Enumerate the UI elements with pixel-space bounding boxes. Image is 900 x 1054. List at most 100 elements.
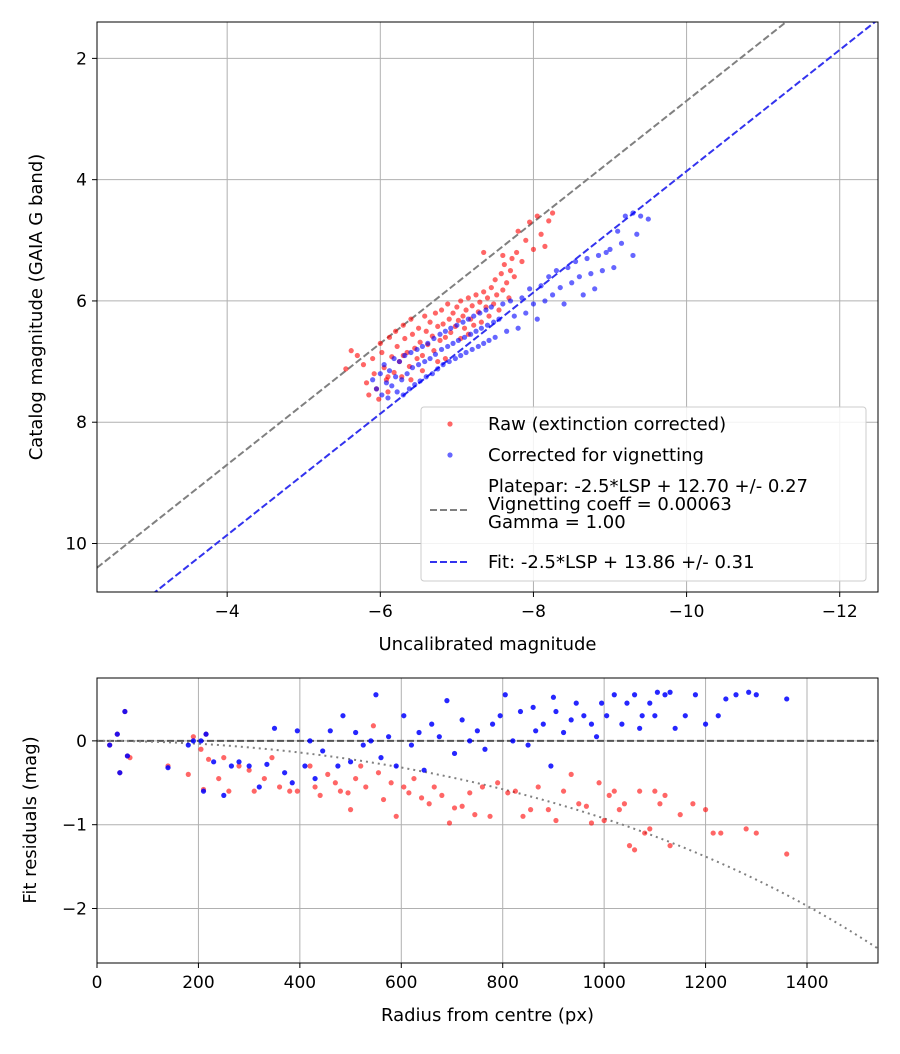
raw-residual-point	[606, 792, 612, 798]
raw-residual-point	[710, 830, 716, 836]
corrected-residual-point	[386, 734, 392, 740]
corrected-residual-point	[117, 770, 123, 776]
raw-point	[534, 213, 540, 219]
raw-point	[501, 261, 507, 268]
raw-point	[417, 339, 423, 345]
raw-point	[408, 377, 414, 383]
corrected-point	[481, 340, 487, 346]
raw-residual-point	[325, 771, 331, 777]
corrected-point	[595, 252, 602, 259]
raw-point	[432, 310, 439, 316]
raw-residual-point	[690, 801, 696, 807]
raw-residual-point	[287, 788, 293, 794]
corrected-point	[530, 301, 537, 307]
raw-point	[454, 304, 460, 310]
raw-residual-point	[190, 734, 196, 740]
top-y-tick-label: 8	[76, 413, 87, 433]
raw-residual-point	[472, 812, 478, 818]
corrected-point	[486, 337, 492, 343]
raw-residual-point	[601, 817, 607, 824]
corrected-residual-point	[662, 692, 668, 698]
raw-point	[527, 219, 533, 225]
corrected-residual-point	[353, 729, 359, 736]
raw-point	[494, 292, 500, 298]
raw-residual-point	[446, 820, 453, 826]
corrected-point	[492, 334, 498, 340]
corrected-residual-point	[746, 689, 752, 695]
corrected-residual-point	[540, 721, 546, 727]
corrected-residual-point	[489, 721, 496, 727]
raw-residual-point	[637, 788, 643, 794]
raw-point	[460, 313, 466, 319]
raw-point	[488, 284, 494, 291]
corrected-point	[385, 395, 391, 401]
corrected-residual-point	[459, 717, 465, 723]
raw-point	[385, 374, 391, 380]
corrected-residual-point	[672, 725, 678, 731]
corrected-residual-point	[482, 746, 488, 752]
corrected-point	[440, 362, 446, 368]
raw-point	[419, 368, 426, 374]
corrected-residual-point	[784, 696, 790, 702]
top-x-tick-label: −6	[368, 602, 393, 622]
corrected-point	[435, 366, 441, 372]
corrected-point	[404, 371, 410, 377]
bottom-x-tick-label: 400	[284, 973, 316, 993]
raw-residual-point	[702, 807, 709, 813]
bottom-x-axis-label: Radius from centre (px)	[381, 1005, 594, 1026]
corrected-residual-point	[510, 738, 516, 744]
raw-point	[549, 210, 556, 216]
raw-point	[391, 369, 397, 376]
corrected-point	[446, 358, 452, 365]
corrected-residual-point	[114, 731, 120, 737]
raw-point	[402, 335, 408, 342]
corrected-point	[630, 252, 636, 259]
raw-residual-point	[520, 813, 526, 819]
raw-residual-point	[375, 770, 382, 776]
bottom-points	[107, 689, 790, 857]
corrected-point	[618, 240, 625, 246]
corrected-point	[414, 346, 420, 353]
raw-residual-point	[236, 763, 242, 769]
raw-residual-point	[294, 788, 300, 794]
raw-residual-point	[401, 784, 407, 790]
raw-residual-point	[363, 784, 369, 790]
corrected-residual-point	[624, 700, 630, 706]
raw-residual-point	[718, 830, 724, 836]
corrected-residual-point	[221, 792, 227, 798]
platepar-line	[97, 22, 788, 569]
corrected-point	[580, 292, 586, 298]
corrected-residual-point	[373, 692, 379, 698]
raw-point	[519, 258, 525, 265]
raw-point	[440, 321, 446, 327]
raw-residual-point	[439, 792, 445, 798]
corrected-point	[422, 358, 428, 365]
corrected-point	[425, 340, 431, 346]
corrected-residual-point	[246, 763, 252, 769]
corrected-point	[465, 316, 471, 322]
raw-residual-point	[621, 801, 628, 807]
corrected-residual-point	[256, 784, 262, 790]
raw-residual-point	[261, 775, 267, 782]
raw-point	[523, 237, 529, 243]
corrected-residual-point	[715, 713, 721, 719]
raw-residual-point	[784, 851, 790, 857]
bottom-ticks: 0 200 400 600 800 1000 1200 1400 −2 −1 0	[62, 732, 829, 993]
raw-point	[455, 317, 462, 323]
raw-residual-point	[216, 775, 222, 782]
raw-point	[442, 334, 448, 340]
top-x-tick-label: −8	[521, 602, 546, 622]
corrected-point	[379, 392, 385, 398]
raw-point	[366, 392, 372, 398]
raw-residual-point	[652, 788, 658, 794]
raw-point	[498, 271, 504, 277]
top-x-tick-label: −10	[669, 602, 705, 622]
raw-residual-point	[345, 790, 351, 796]
corrected-point	[515, 325, 521, 331]
legend-label-platepar: Platepar: -2.5*LSP + 12.70 +/- 0.27 Vigne…	[488, 476, 808, 533]
corrected-residual-point	[124, 753, 131, 759]
raw-residual-point	[358, 763, 364, 769]
raw-residual-point	[479, 784, 486, 790]
legend-marker-raw	[447, 421, 453, 427]
corrected-residual-point	[228, 763, 234, 769]
